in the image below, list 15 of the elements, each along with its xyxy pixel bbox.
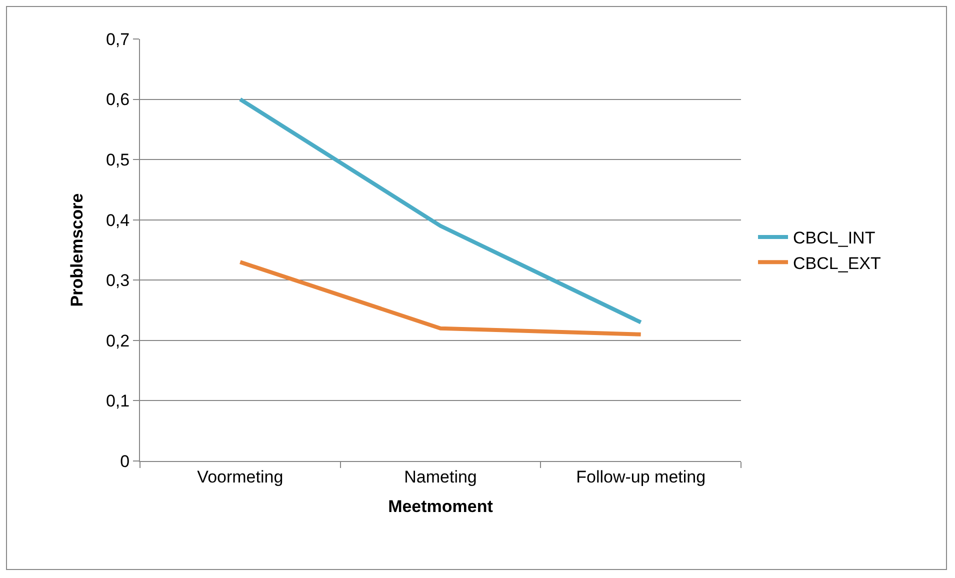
- y-tick-label: 0,3: [106, 271, 130, 290]
- legend-label: CBCL_INT: [793, 228, 876, 248]
- y-tick-label: 0,7: [106, 30, 130, 49]
- x-tick-label: Voormeting: [197, 467, 284, 486]
- y-tick-label: 0: [120, 452, 130, 471]
- legend-label: CBCL_EXT: [793, 254, 881, 273]
- y-tick-label: 0,2: [106, 331, 130, 350]
- y-tick-label: 0,6: [106, 90, 130, 110]
- x-tick-label: Nameting: [404, 467, 477, 486]
- y-tick-label: 0,4: [106, 210, 130, 230]
- x-tick-label: Follow-up meting: [576, 467, 706, 486]
- y-tick-label: 0,1: [106, 392, 130, 411]
- y-axis-title: Problemscore: [68, 193, 87, 307]
- y-tick-label: 0,5: [106, 150, 130, 170]
- x-axis-title: Meetmoment: [388, 496, 494, 516]
